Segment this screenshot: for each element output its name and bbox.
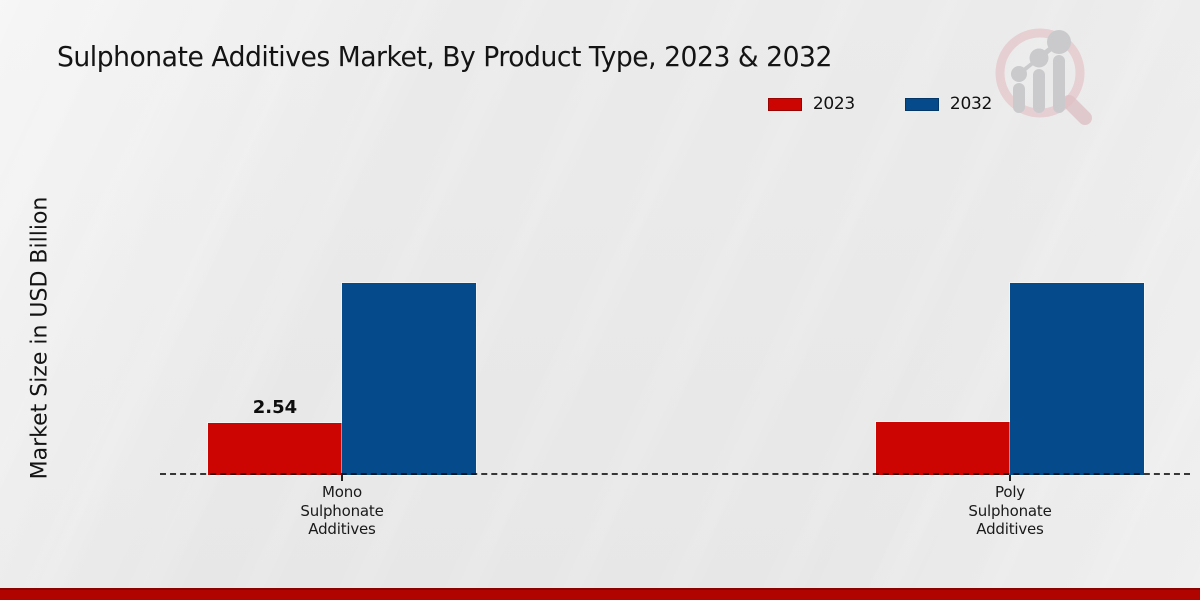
legend-label: 2032 (949, 94, 992, 114)
legend-swatch-2032 (904, 97, 939, 111)
bar-2032-poly-sulphonate-additives (1010, 283, 1144, 475)
legend-item-2032: 2032 (904, 94, 992, 114)
chart-legend: 2023 2032 (767, 94, 992, 114)
x-tick-label-mono-sulphonate-additives: Mono Sulphonate Additives (300, 483, 384, 538)
bar-value-label: 2.54 (252, 396, 298, 418)
x-axis-tick (1009, 475, 1011, 481)
bar-2023-poly-sulphonate-additives (876, 422, 1010, 475)
x-axis-baseline (160, 473, 1190, 475)
x-tick-label-poly-sulphonate-additives: Poly Sulphonate Additives (968, 483, 1052, 538)
legend-label: 2023 (812, 94, 855, 114)
legend-item-2023: 2023 (767, 94, 855, 114)
magnifier-growth-logo-icon (995, 28, 1092, 125)
chart-title: Sulphonate Additives Market, By Product … (57, 40, 832, 73)
legend-swatch-2023 (767, 97, 802, 111)
bar-2023-mono-sulphonate-additives (208, 422, 342, 475)
bar-2032-mono-sulphonate-additives (342, 283, 476, 475)
bottom-accent-bar (0, 588, 1200, 600)
x-axis-tick (341, 475, 343, 481)
